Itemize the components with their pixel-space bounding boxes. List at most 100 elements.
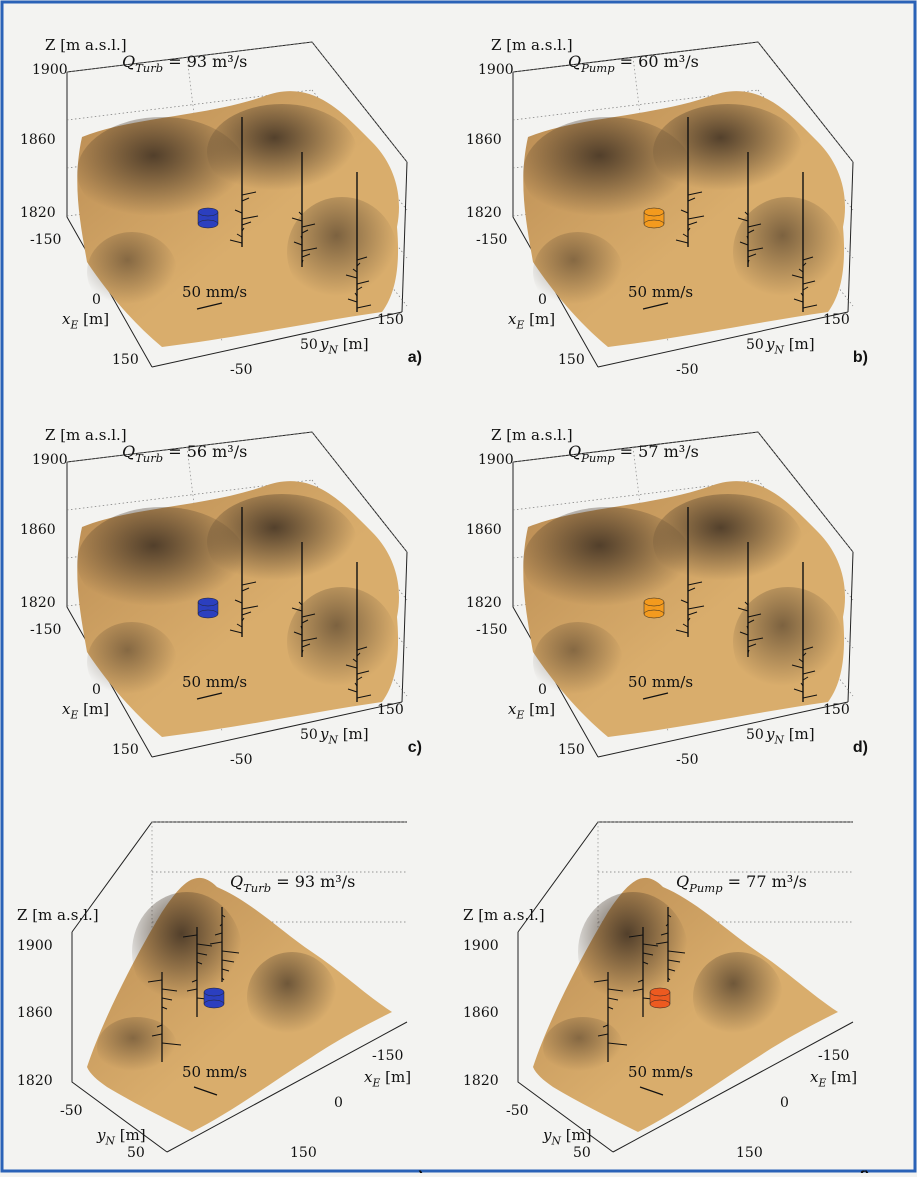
y-tick: 150 xyxy=(823,312,850,328)
velocity-vector xyxy=(687,617,691,622)
velocity-vector xyxy=(747,619,755,624)
velocity-vector xyxy=(802,304,818,309)
velocity-vector xyxy=(156,1024,163,1028)
velocity-vector xyxy=(241,191,257,196)
x-axis-title-symbol: x xyxy=(810,1068,819,1086)
velocity-vector xyxy=(802,646,814,651)
velocity-vector xyxy=(356,256,368,261)
x-tick: 0 xyxy=(780,1095,789,1111)
terrain-surface xyxy=(87,877,392,1132)
velocity-vector xyxy=(301,247,318,252)
flow-label: QPump = 77 m³/s xyxy=(676,872,807,895)
velocity-vector xyxy=(680,599,689,604)
terrain-surface xyxy=(533,877,838,1132)
z-axis-title: Z [m a.s.l.] xyxy=(45,36,127,54)
scale-bar xyxy=(642,302,669,310)
z-tick: 1860 xyxy=(17,1005,53,1021)
z-tick: 1900 xyxy=(478,62,514,78)
velocity-vector xyxy=(301,259,304,264)
velocity-vector xyxy=(744,601,749,606)
y-axis-title: yN [m] xyxy=(542,1126,592,1148)
velocity-vector xyxy=(682,623,689,628)
axis-frame-bottom xyxy=(612,1021,854,1153)
velocity-vector xyxy=(291,217,303,222)
velocity-vector xyxy=(354,292,358,297)
velocity-vector xyxy=(642,961,649,965)
terrain-shadow xyxy=(247,952,337,1042)
velocity-vector xyxy=(637,979,644,983)
velocity-vector xyxy=(632,988,644,992)
velocity-vector xyxy=(229,629,243,634)
x-axis-title: xE [m] xyxy=(364,1068,411,1090)
y-tick: -50 xyxy=(506,1103,529,1119)
gridline xyxy=(512,41,759,73)
axis-frame-right xyxy=(401,551,408,703)
velocity-vector xyxy=(356,280,370,285)
velocity-vector xyxy=(687,581,703,586)
velocity-vector xyxy=(665,923,669,927)
y-axis-title-rest: [m] xyxy=(784,725,815,743)
scale-bar-label: 50 mm/s xyxy=(628,283,693,301)
velocity-vector xyxy=(791,274,804,279)
y-axis-title-symbol: y xyxy=(319,335,329,353)
y-tick: -50 xyxy=(676,362,699,378)
z-tick: 1820 xyxy=(20,205,56,221)
gridline xyxy=(66,41,313,73)
velocity-vector xyxy=(161,988,178,992)
velocity-vector xyxy=(161,997,173,1001)
velocity-vector xyxy=(241,227,245,232)
velocity-vector xyxy=(291,607,303,612)
panel-f: 50 mm/s QPump = 77 m³/s Z [m a.s.l.] 1900 18… xyxy=(463,821,870,1177)
velocity-vector xyxy=(300,625,303,630)
intake-cylinder-top xyxy=(203,987,225,997)
x-tick: 0 xyxy=(92,292,101,308)
panel-letter: a) xyxy=(408,349,422,366)
velocity-vector xyxy=(675,239,689,244)
flow-label-rest: = 93 m³/s xyxy=(271,872,355,891)
x-tick: 150 xyxy=(736,1145,763,1161)
flow-label-symbol: Q xyxy=(568,52,581,71)
velocity-vector xyxy=(354,682,358,687)
velocity-vector xyxy=(234,599,243,604)
gridline xyxy=(66,431,313,463)
velocity-vector xyxy=(352,658,358,663)
flow-label-subscript: Pump xyxy=(580,61,615,75)
x-tick: -150 xyxy=(476,622,507,638)
flow-label: QPump = 60 m³/s xyxy=(568,52,699,75)
scale-bar-label: 50 mm/s xyxy=(628,1063,693,1081)
velocity-vector xyxy=(660,932,669,936)
velocity-vector xyxy=(667,914,672,918)
velocity-vector xyxy=(221,959,235,963)
x-axis-title: xE [m] xyxy=(810,1068,857,1090)
gridline xyxy=(66,479,313,511)
flow-label-symbol: Q xyxy=(122,442,135,461)
terrain-shadow xyxy=(653,104,803,200)
velocity-vector xyxy=(737,217,749,222)
velocity-vector xyxy=(196,943,213,947)
y-tick: 50 xyxy=(573,1145,591,1161)
x-axis-title-rest: [m] xyxy=(380,1068,411,1086)
x-tick: -150 xyxy=(30,232,61,248)
velocity-vector xyxy=(301,613,316,618)
velocity-vector xyxy=(642,952,654,956)
velocity-vector xyxy=(161,1042,182,1046)
terrain-shadow xyxy=(77,507,247,617)
velocity-vector xyxy=(356,676,363,681)
velocity-vector xyxy=(241,215,259,220)
x-tick: -150 xyxy=(372,1048,403,1064)
panel-letter: c) xyxy=(408,739,422,756)
terrain-shadow xyxy=(543,1017,623,1077)
z-axis-title: Z [m a.s.l.] xyxy=(491,426,573,444)
y-axis-title-rest: [m] xyxy=(338,725,369,743)
scale-bar xyxy=(196,692,223,700)
x-axis-title-symbol: x xyxy=(508,310,517,328)
y-axis-title: yN [m] xyxy=(319,725,369,747)
y-axis-title-subscript: N xyxy=(550,1135,561,1148)
terrain-shadow xyxy=(693,952,783,1042)
velocity-vector xyxy=(301,637,318,642)
velocity-vector xyxy=(798,268,804,273)
velocity-vector xyxy=(241,221,252,226)
